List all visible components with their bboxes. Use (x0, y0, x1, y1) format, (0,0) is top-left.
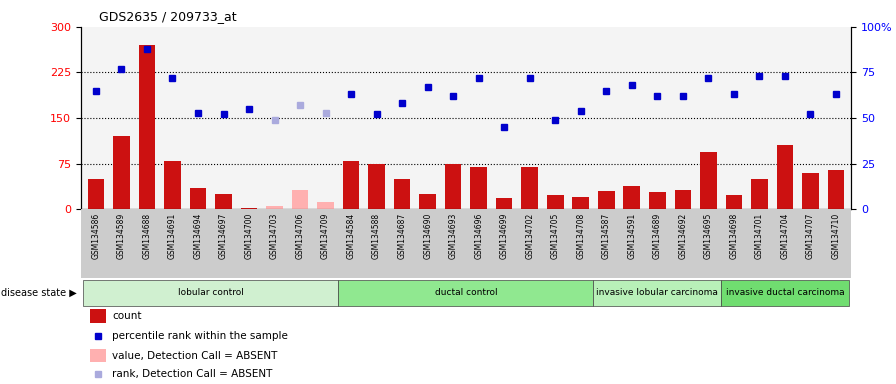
Text: GSM134693: GSM134693 (449, 213, 458, 259)
Bar (90, 349, 106, 362)
Text: GSM134689: GSM134689 (653, 213, 662, 259)
Text: GSM134704: GSM134704 (780, 213, 789, 259)
Text: GSM134584: GSM134584 (347, 213, 356, 259)
Bar (317, 202, 334, 209)
Text: GSM134703: GSM134703 (270, 213, 279, 259)
Text: GSM134587: GSM134587 (602, 213, 611, 259)
Text: invasive ductal carcinoma: invasive ductal carcinoma (726, 288, 844, 297)
Bar (113, 136, 130, 209)
Text: GSM134702: GSM134702 (525, 213, 534, 259)
Bar (292, 190, 308, 209)
Text: GSM134591: GSM134591 (627, 213, 636, 259)
Bar (675, 190, 691, 209)
Bar (573, 197, 589, 209)
Text: invasive lobular carcinoma: invasive lobular carcinoma (597, 288, 719, 297)
Bar (81, 209, 851, 278)
Bar (394, 179, 410, 209)
Bar (521, 167, 538, 209)
Text: GSM134589: GSM134589 (117, 213, 126, 259)
Text: GSM134709: GSM134709 (321, 213, 330, 259)
Text: GSM134688: GSM134688 (142, 213, 151, 259)
Text: count: count (112, 311, 142, 321)
Text: percentile rank within the sample: percentile rank within the sample (112, 331, 288, 341)
Bar (649, 192, 666, 209)
Text: GSM134698: GSM134698 (729, 213, 738, 259)
Bar (241, 208, 257, 209)
Text: GSM134697: GSM134697 (219, 213, 228, 259)
Text: GSM134695: GSM134695 (704, 213, 713, 259)
Bar (215, 194, 232, 209)
Text: GSM134705: GSM134705 (551, 213, 560, 259)
Bar (139, 45, 155, 209)
Text: lobular control: lobular control (177, 288, 244, 297)
Text: GSM134691: GSM134691 (168, 213, 177, 259)
Bar (547, 195, 564, 209)
Text: GSM134700: GSM134700 (245, 213, 254, 259)
Bar (266, 206, 283, 209)
Bar (721, 280, 849, 306)
Text: GSM134708: GSM134708 (576, 213, 585, 259)
Bar (495, 199, 513, 209)
Bar (624, 186, 640, 209)
Bar (164, 161, 181, 209)
Text: GSM134701: GSM134701 (754, 213, 764, 259)
Bar (777, 146, 793, 209)
Bar (445, 164, 461, 209)
Bar (598, 191, 615, 209)
Text: GSM134687: GSM134687 (398, 213, 407, 259)
Bar (190, 188, 206, 209)
Bar (470, 167, 487, 209)
Text: GSM134694: GSM134694 (194, 213, 202, 259)
Bar (83, 280, 339, 306)
Text: GDS2635 / 209733_at: GDS2635 / 209733_at (99, 10, 237, 23)
Text: rank, Detection Call = ABSENT: rank, Detection Call = ABSENT (112, 369, 272, 379)
Bar (419, 194, 436, 209)
Bar (90, 309, 106, 323)
Text: GSM134710: GSM134710 (831, 213, 840, 259)
Bar (726, 195, 742, 209)
Bar (339, 280, 593, 306)
Text: disease state ▶: disease state ▶ (1, 288, 77, 298)
Text: GSM134699: GSM134699 (500, 213, 509, 259)
Text: value, Detection Call = ABSENT: value, Detection Call = ABSENT (112, 351, 278, 361)
Bar (343, 161, 359, 209)
Bar (88, 179, 104, 209)
Text: GSM134586: GSM134586 (91, 213, 100, 259)
Text: GSM134707: GSM134707 (806, 213, 814, 259)
Text: GSM134696: GSM134696 (474, 213, 483, 259)
Text: ductal control: ductal control (435, 288, 497, 297)
Bar (751, 179, 768, 209)
Bar (593, 280, 721, 306)
Bar (700, 152, 717, 209)
Text: GSM134706: GSM134706 (296, 213, 305, 259)
Text: GSM134690: GSM134690 (423, 213, 432, 259)
Bar (828, 170, 844, 209)
Bar (368, 164, 385, 209)
Bar (802, 173, 819, 209)
Text: GSM134692: GSM134692 (678, 213, 687, 259)
Text: GSM134588: GSM134588 (372, 213, 381, 259)
